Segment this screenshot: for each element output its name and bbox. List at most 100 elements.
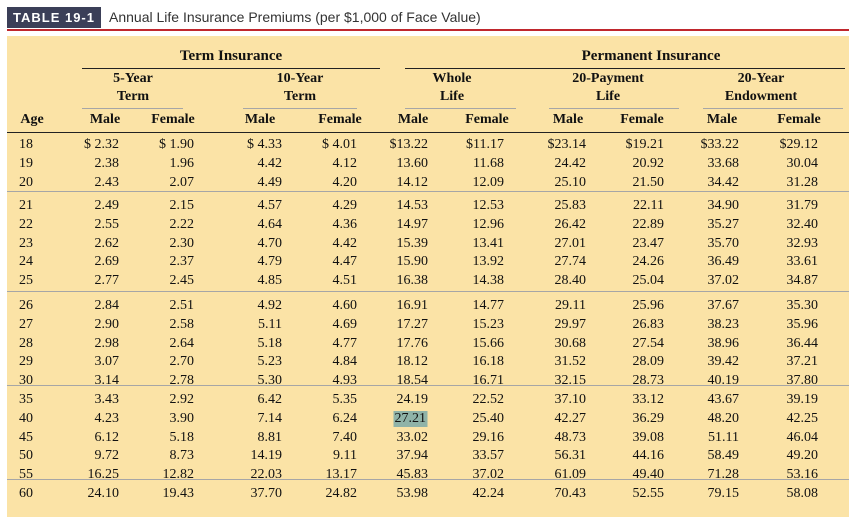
age-cell: 19	[19, 155, 33, 171]
premium-cell: 14.38	[472, 273, 505, 289]
premium-cell: 24.10	[87, 486, 120, 501]
premium-cell: 26.83	[632, 316, 665, 332]
premium-cell: 31.52	[554, 354, 587, 370]
premium-cell: 4.60	[332, 298, 358, 313]
subgroup-label: Term	[116, 89, 150, 104]
premium-cell: 44.16	[632, 448, 665, 464]
age-cell: 20	[19, 174, 33, 190]
premium-cell: $11.17	[466, 137, 504, 152]
premium-cell: 2.62	[94, 235, 120, 251]
premium-cell: 36.49	[707, 254, 740, 270]
premium-cell: 2.92	[169, 392, 195, 407]
premium-cell: 2.58	[169, 316, 195, 332]
premium-cell: 37.94	[396, 448, 429, 464]
premium-cell: 36.44	[786, 335, 819, 351]
header-rule	[7, 132, 849, 133]
age-cell: 50	[19, 448, 33, 464]
premium-cell: 52.55	[632, 486, 665, 501]
premium-cell: 14.19	[250, 448, 283, 464]
subgroup-label: Life	[439, 89, 465, 104]
premium-cell: 22.03	[250, 467, 283, 483]
premium-cell: 6.24	[332, 410, 358, 426]
premium-cell: 4.92	[257, 298, 283, 313]
age-column-header: Age	[20, 112, 44, 127]
premium-cell: 42.25	[786, 410, 819, 426]
premium-cell: 36.29	[632, 410, 665, 426]
premium-cell: 32.15	[554, 373, 587, 389]
premium-cell: 4.69	[332, 316, 358, 332]
table-caption: Annual Life Insurance Premiums (per $1,0…	[109, 9, 481, 25]
premium-cell: 27.54	[632, 335, 665, 351]
premium-cell: $23.14	[547, 137, 587, 152]
age-cell: 35	[19, 392, 33, 407]
age-cell: 24	[19, 254, 33, 270]
female-column-header: Female	[318, 112, 362, 127]
age-cell: 60	[19, 486, 33, 501]
premium-cell: 39.08	[632, 429, 665, 445]
age-cell: 23	[19, 235, 33, 251]
premium-cell: 3.14	[94, 373, 120, 389]
premium-cell: 7.14	[257, 410, 283, 426]
premium-cell: 37.10	[554, 392, 587, 407]
premium-cell: 51.11	[708, 429, 739, 445]
premium-cell: 32.40	[786, 216, 819, 232]
premium-cell: 35.70	[707, 235, 740, 251]
premium-cell: 43.67	[707, 392, 740, 407]
premium-cell: 70.43	[554, 486, 587, 501]
premium-cell: 61.09	[554, 467, 587, 483]
premium-cell: 5.30	[257, 373, 283, 389]
premium-cell: 16.91	[396, 298, 429, 313]
premium-cell: 33.12	[632, 392, 665, 407]
premium-cell: 25.83	[554, 198, 587, 213]
premium-cell: 11.68	[473, 155, 504, 171]
female-column-header: Female	[777, 112, 821, 127]
premium-cell: 4.64	[257, 216, 283, 232]
premium-cell: 12.09	[472, 174, 505, 190]
premium-cell: 35.27	[707, 216, 740, 232]
premium-cell: $ 4.01	[322, 137, 357, 152]
premium-cell: $ 4.33	[247, 137, 282, 152]
premium-cell: 22.52	[472, 392, 505, 407]
premium-cell: 37.70	[250, 486, 283, 501]
title-rule	[7, 29, 849, 31]
premium-cell: 5.11	[258, 316, 282, 332]
premium-cell: 32.93	[786, 235, 819, 251]
premium-cell: 37.02	[707, 273, 740, 289]
premium-cell: 37.80	[786, 373, 819, 389]
row-group-separator	[7, 291, 849, 292]
premium-cell: 6.12	[94, 429, 120, 445]
term-group-rule	[82, 68, 380, 69]
female-column-header: Female	[151, 112, 195, 127]
premium-cell: 25.10	[554, 174, 587, 190]
premium-cell: 13.60	[396, 155, 429, 171]
premium-cell: 2.64	[169, 335, 195, 351]
age-cell: 27	[19, 316, 33, 332]
premium-cell: 4.20	[332, 174, 358, 190]
premium-cell: 25.40	[472, 410, 505, 426]
premium-cell: 4.57	[257, 198, 283, 213]
premium-cell: 2.22	[169, 216, 195, 232]
female-column-header: Female	[465, 112, 509, 127]
premium-cell: 3.07	[94, 354, 120, 370]
premium-cell: 4.51	[332, 273, 358, 289]
premium-cell: 3.90	[169, 410, 195, 426]
subgroup-rule	[703, 108, 843, 109]
premium-cell: 17.76	[396, 335, 429, 351]
premium-cell: 37.02	[472, 467, 505, 483]
premium-cell: $19.21	[625, 137, 665, 152]
permanent-group-rule	[405, 68, 845, 69]
age-cell: 25	[19, 273, 33, 289]
table-title-bar: TABLE 19-1 Annual Life Insurance Premium…	[7, 6, 481, 28]
premium-cell: 42.27	[554, 410, 587, 426]
premium-cell: 53.98	[396, 486, 429, 501]
premium-cell: 2.55	[94, 216, 120, 232]
premium-cell: 15.66	[472, 335, 505, 351]
premium-cell: 2.15	[169, 198, 195, 213]
premium-cell: 46.04	[786, 429, 819, 445]
subgroup-label: 20-Year	[737, 71, 785, 86]
premium-cell: 7.40	[332, 429, 358, 445]
premium-cell: 34.87	[786, 273, 819, 289]
premium-cell: 39.19	[786, 392, 819, 407]
premium-cell: 33.57	[472, 448, 505, 464]
premium-cell: 4.42	[332, 235, 358, 251]
